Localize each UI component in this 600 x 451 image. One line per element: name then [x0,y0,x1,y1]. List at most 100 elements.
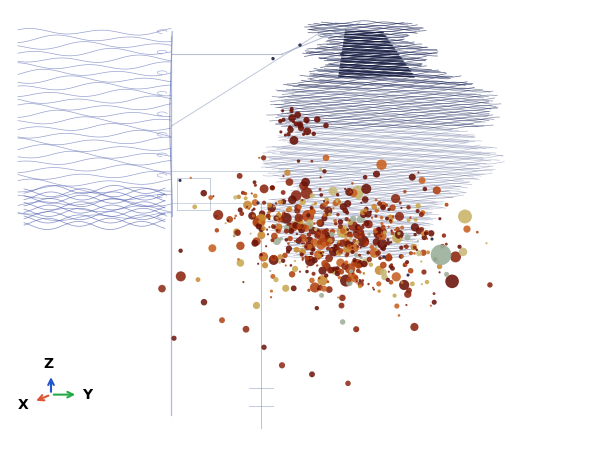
Point [370,249,379,257]
Point [346,232,355,239]
Point [274,228,283,235]
Point [361,196,370,203]
Point [406,267,415,274]
Point [393,226,403,233]
Point [267,204,277,212]
Point [316,250,325,258]
Point [301,243,311,250]
Point [338,228,348,235]
Point [318,277,328,284]
Point [356,199,366,206]
Point [338,203,348,210]
Point [362,220,371,227]
Point [314,255,323,262]
Point [374,230,384,237]
Point [313,116,322,123]
Point [325,267,335,274]
Point [340,262,350,270]
Point [379,245,388,252]
Point [157,285,167,292]
Point [384,252,394,259]
Point [386,239,396,246]
Point [305,220,314,227]
Point [287,108,296,115]
Point [386,218,396,225]
Point [377,220,387,227]
Point [413,169,423,176]
Point [356,281,365,288]
Point [356,244,365,251]
Point [235,172,244,179]
Point [361,221,370,228]
Point [394,312,404,319]
Point [333,270,343,277]
Point [397,204,406,212]
Point [325,241,335,249]
Point [345,217,355,224]
Point [275,253,285,261]
Point [310,239,319,246]
Point [348,270,358,277]
Point [374,280,383,287]
Point [275,223,285,230]
Point [303,212,313,220]
Point [301,253,310,260]
Point [241,195,250,202]
Point [352,278,362,285]
Point [295,214,304,221]
Point [208,244,217,252]
Point [293,111,302,119]
Point [379,262,388,269]
Point [345,242,355,249]
Point [390,226,400,234]
Point [295,121,305,128]
Point [265,216,274,223]
Point [432,187,442,194]
Point [390,292,400,299]
Point [375,200,385,207]
Point [485,281,495,289]
Point [361,207,370,214]
Point [176,273,185,280]
Point [257,232,266,239]
Point [439,232,449,239]
Point [419,268,429,276]
Point [410,244,419,251]
Point [323,199,332,206]
Point [306,254,316,262]
Point [345,230,355,238]
Point [298,222,307,229]
Point [272,214,281,221]
Point [368,284,378,291]
Point [472,229,482,236]
Point [353,191,363,198]
Point [377,161,386,168]
Point [309,130,319,138]
Point [333,191,343,198]
Point [242,203,251,211]
Point [256,251,266,258]
Point [353,239,362,246]
Point [299,239,309,247]
Point [314,230,323,237]
Point [313,262,322,269]
Point [353,189,362,196]
Point [386,219,395,226]
Point [367,214,377,221]
Point [383,239,393,247]
Point [356,254,366,261]
Point [415,227,424,235]
Point [346,268,356,275]
Point [374,226,383,233]
Point [304,255,314,262]
Point [298,243,308,250]
Point [352,251,361,258]
Point [319,238,329,245]
Point [335,259,345,267]
Point [225,216,235,223]
Point [364,221,373,228]
Point [314,275,324,282]
Point [338,318,347,326]
Point [382,202,391,209]
Point [251,182,260,189]
